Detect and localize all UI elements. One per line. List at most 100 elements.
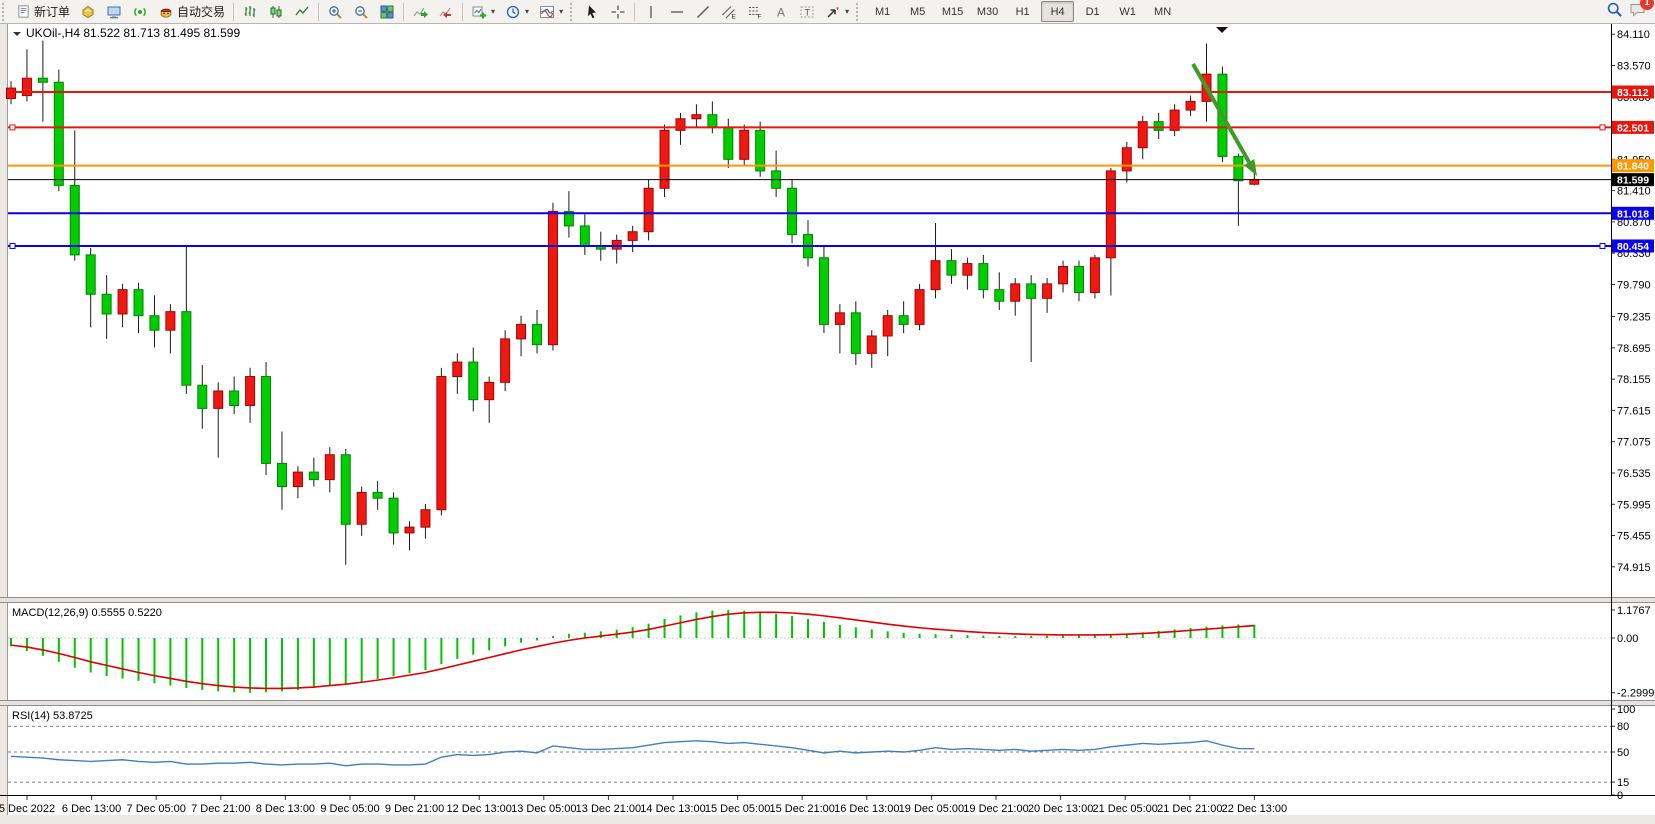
line-handle[interactable] — [1599, 124, 1606, 131]
toolbar-grip[interactable] — [856, 2, 863, 21]
search-icon[interactable] — [1606, 1, 1623, 23]
candle-body[interactable] — [994, 289, 1005, 302]
new-chart-button[interactable]: ▾ — [467, 1, 499, 23]
timeframe-m30[interactable]: M30 — [976, 5, 999, 18]
timeframe-m5[interactable]: M5 — [909, 5, 926, 18]
candle-body[interactable] — [834, 312, 845, 325]
pane-separator[interactable] — [0, 700, 1655, 706]
candle-body[interactable] — [197, 384, 208, 409]
candle-body[interactable] — [914, 289, 925, 325]
candle-body[interactable] — [69, 184, 80, 256]
timeframe-d1[interactable]: D1 — [1085, 5, 1100, 18]
toolbar-grip[interactable] — [2, 2, 9, 21]
candle-body[interactable] — [308, 471, 319, 481]
candle-body[interactable] — [6, 87, 16, 99]
zoom-out-button[interactable] — [349, 1, 373, 23]
candle-body[interactable] — [53, 81, 64, 186]
candle-body[interactable] — [85, 254, 96, 295]
candle-body[interactable] — [356, 491, 367, 525]
candle-body[interactable] — [691, 114, 702, 120]
candle-body[interactable] — [611, 239, 622, 250]
chevron-down-icon[interactable]: ▾ — [491, 7, 496, 16]
candle-body[interactable] — [978, 263, 989, 291]
tile-windows-button[interactable] — [375, 1, 399, 23]
candle-body[interactable] — [21, 77, 32, 97]
candle-body[interactable] — [866, 335, 877, 354]
fibonacci-button[interactable]: F — [743, 1, 767, 23]
candle-body[interactable] — [1169, 109, 1180, 131]
crosshair-button[interactable] — [606, 1, 630, 23]
chevron-down-icon[interactable]: ▾ — [525, 7, 530, 16]
candle-body[interactable] — [1026, 283, 1037, 299]
candle-body[interactable] — [229, 390, 240, 406]
candle-body[interactable] — [850, 312, 861, 354]
zoom-in-button[interactable] — [323, 1, 347, 23]
new-order-button[interactable]: 新订单 — [12, 1, 74, 23]
pane-separator[interactable] — [0, 597, 1655, 603]
notifications-button[interactable]: 1 — [1629, 0, 1654, 23]
timeframe-mn[interactable]: MN — [1154, 5, 1172, 18]
candle-body[interactable] — [1153, 121, 1164, 131]
candle-body[interactable] — [516, 323, 527, 340]
candle-body[interactable] — [37, 77, 48, 83]
candle-body[interactable] — [1185, 100, 1196, 111]
line-handle[interactable] — [9, 124, 16, 131]
candle-body[interactable] — [181, 311, 192, 386]
autotrading-button[interactable]: 自动交易 — [154, 1, 229, 23]
candle-body[interactable] — [1010, 283, 1021, 302]
cursor-button[interactable] — [580, 1, 604, 23]
chart-svg[interactable]: 84.11083.57083.03081.95081.41080.87080.3… — [0, 24, 1655, 824]
candle-body[interactable] — [1073, 265, 1084, 294]
candle-body[interactable] — [739, 129, 750, 160]
candle-body[interactable] — [930, 260, 941, 291]
candle-body[interactable] — [643, 187, 654, 233]
trend-arrow-annotation[interactable] — [1191, 63, 1251, 164]
candle-body[interactable] — [563, 210, 574, 227]
candle-body[interactable] — [1137, 121, 1148, 149]
chart-shift-button[interactable] — [434, 1, 458, 23]
candle-body[interactable] — [898, 315, 909, 325]
alerts-button[interactable] — [128, 1, 152, 23]
candle-body[interactable] — [117, 289, 128, 315]
text-button[interactable]: A — [769, 1, 793, 23]
periods-button[interactable]: ▾ — [501, 1, 533, 23]
chevron-down-icon[interactable]: ▾ — [845, 7, 850, 16]
candle-body[interactable] — [1105, 170, 1116, 259]
candle-body[interactable] — [532, 323, 543, 346]
candle-body[interactable] — [547, 210, 558, 346]
timeframe-h1[interactable]: H1 — [1015, 5, 1030, 18]
candle-body[interactable] — [659, 129, 670, 189]
candle-body[interactable] — [388, 497, 399, 534]
candle-body[interactable] — [404, 526, 415, 534]
bar-chart-button[interactable] — [238, 1, 262, 23]
indicators-button[interactable]: ▾ — [535, 1, 567, 23]
candle-body[interactable] — [500, 338, 511, 383]
candle-body[interactable] — [372, 491, 383, 499]
candle-body[interactable] — [882, 315, 893, 337]
candle-body[interactable] — [420, 509, 431, 528]
candle-body[interactable] — [452, 361, 463, 378]
candle-body[interactable] — [1249, 179, 1260, 185]
timeframe-h4[interactable]: H4 — [1041, 1, 1075, 22]
candle-body[interactable] — [101, 293, 112, 315]
candle-body[interactable] — [436, 376, 447, 511]
candle-body[interactable] — [484, 381, 495, 401]
candle-body[interactable] — [1089, 257, 1100, 294]
timeframe-w1[interactable]: W1 — [1119, 5, 1136, 18]
candle-body[interactable] — [787, 187, 798, 236]
arrows-button[interactable]: ▾ — [821, 1, 853, 23]
line-handle[interactable] — [1599, 242, 1606, 249]
timeframe-m1[interactable]: M1 — [874, 5, 891, 18]
auto-scroll-button[interactable] — [408, 1, 432, 23]
candle-body[interactable] — [149, 315, 160, 331]
chevron-down-icon[interactable]: ▾ — [559, 7, 564, 16]
candle-body[interactable] — [245, 376, 256, 406]
chart-area[interactable]: 84.11083.57083.03081.95081.41080.87080.3… — [0, 24, 1655, 824]
candle-body[interactable] — [292, 471, 303, 488]
candle-body[interactable] — [324, 454, 335, 481]
horizontal-line-button[interactable] — [665, 1, 689, 23]
candle-body[interactable] — [1121, 147, 1132, 172]
candle-body[interactable] — [261, 376, 272, 464]
candlestick-chart-button[interactable] — [264, 1, 288, 23]
candle-body[interactable] — [755, 129, 766, 172]
